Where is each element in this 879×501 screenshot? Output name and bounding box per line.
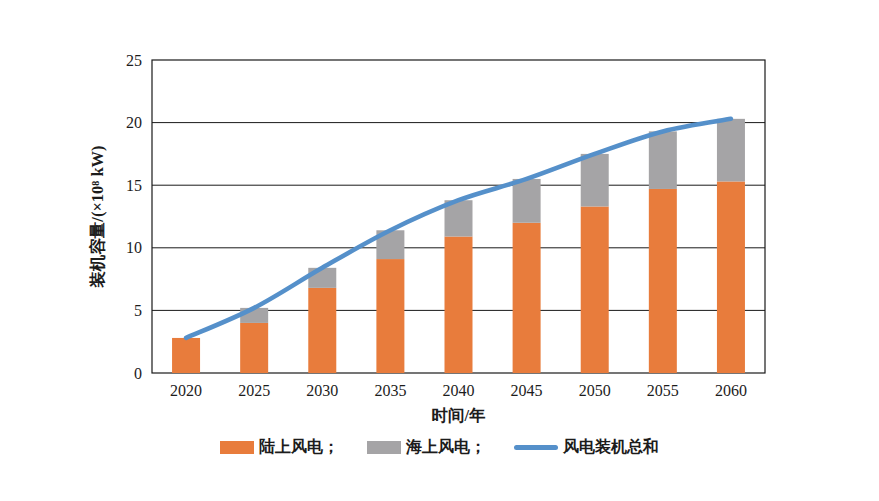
y-axis-title: 装机容量/(×10⁸ kW) — [88, 145, 107, 288]
x-axis-tick-label: 2055 — [647, 382, 679, 399]
x-axis-title: 时间/年 — [431, 406, 486, 425]
legend-label-onshore: 陆上风电； — [259, 437, 339, 458]
bar-onshore-2025 — [240, 323, 268, 373]
x-axis-tick-label: 2050 — [579, 382, 611, 399]
legend-item-total: 风电装机总和 — [514, 437, 659, 458]
bar-offshore-2050 — [581, 154, 609, 207]
bar-onshore-2030 — [308, 288, 336, 373]
bar-onshore-2045 — [513, 223, 541, 373]
x-axis-tick-label: 2025 — [238, 382, 270, 399]
bar-onshore-2040 — [445, 237, 473, 373]
y-axis-tick-label: 25 — [126, 52, 142, 69]
x-axis-tick-label: 2045 — [511, 382, 543, 399]
y-axis-tick-label: 5 — [134, 302, 142, 319]
bar-offshore-2045 — [513, 179, 541, 223]
onshore-swatch-icon — [220, 441, 254, 454]
x-axis-tick-label: 2030 — [306, 382, 338, 399]
x-axis-tick-label: 2040 — [443, 382, 475, 399]
legend-label-total: 风电装机总和 — [563, 437, 659, 458]
bar-onshore-2055 — [649, 189, 677, 373]
y-axis-tick-label: 0 — [134, 365, 142, 382]
chart-plot-area: 0510152025202020252030203520402045205020… — [0, 0, 879, 435]
legend-item-onshore: 陆上风电； — [220, 437, 339, 458]
bar-onshore-2050 — [581, 206, 609, 373]
bar-onshore-2020 — [172, 338, 200, 373]
offshore-swatch-icon — [367, 441, 401, 454]
x-axis-tick-label: 2060 — [715, 382, 747, 399]
legend-item-offshore: 海上风电； — [367, 437, 486, 458]
bar-offshore-2030 — [308, 268, 336, 288]
bar-offshore-2060 — [717, 119, 745, 182]
x-axis-tick-label: 2020 — [170, 382, 202, 399]
y-axis-tick-label: 10 — [126, 239, 142, 256]
total-line-swatch-icon — [514, 445, 558, 450]
legend-label-offshore: 海上风电； — [406, 437, 486, 458]
x-axis-tick-label: 2035 — [374, 382, 406, 399]
chart-legend: 陆上风电； 海上风电； 风电装机总和 — [0, 437, 879, 458]
y-axis-tick-label: 15 — [126, 177, 142, 194]
wind-capacity-chart: 0510152025202020252030203520402045205020… — [0, 0, 879, 501]
bar-onshore-2060 — [717, 181, 745, 373]
bar-offshore-2055 — [649, 131, 677, 189]
bar-onshore-2035 — [376, 259, 404, 373]
y-axis-tick-label: 20 — [126, 114, 142, 131]
